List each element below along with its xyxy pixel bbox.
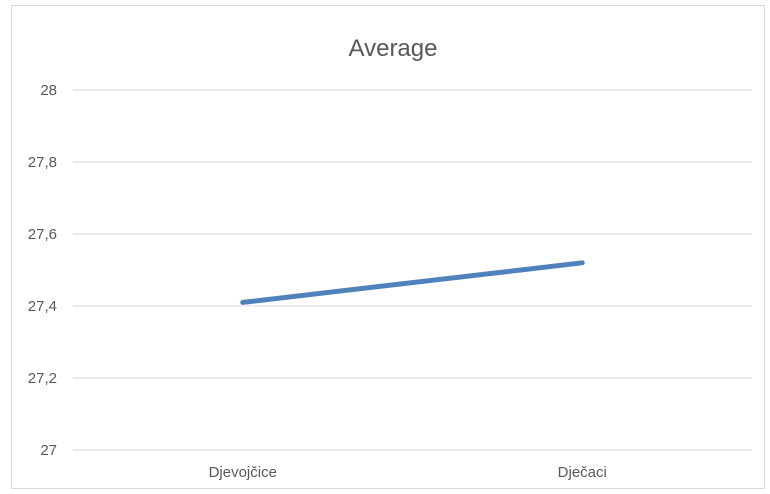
chart-frame <box>11 5 765 489</box>
y-tick-label: 27,6 <box>28 226 57 243</box>
y-tick-label: 28 <box>40 82 57 99</box>
gridlines <box>73 89 752 451</box>
y-tick-label: 27,2 <box>28 370 57 387</box>
x-tick-label: Djevojčice <box>209 464 277 481</box>
chart-title: Average <box>349 35 438 62</box>
y-axis-tick-labels: 27 27,2 27,4 27,6 27,8 28 <box>28 82 57 459</box>
series-line-0 <box>240 260 585 305</box>
y-tick-label: 27 <box>40 442 57 459</box>
y-tick-label: 27,8 <box>28 154 57 171</box>
y-tick-label: 27,4 <box>28 298 57 315</box>
series-lines <box>240 260 585 305</box>
x-tick-label: Dječaci <box>558 464 607 481</box>
x-axis-tick-labels: Djevojčice Dječaci <box>209 464 607 481</box>
